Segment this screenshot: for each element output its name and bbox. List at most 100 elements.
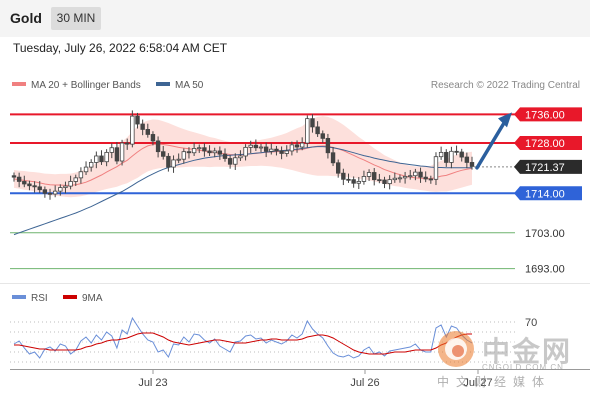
- candle-bearish: [330, 152, 336, 164]
- rsi-ma-line: [14, 332, 472, 355]
- price-badge: [514, 159, 582, 174]
- price-label-1714.00: 1714.00: [514, 186, 582, 201]
- candle-bullish: [392, 177, 398, 181]
- price-label-1728.00: 1728.00: [514, 136, 582, 151]
- candle-bearish: [263, 146, 269, 152]
- timeframe-button[interactable]: 30 MIN: [51, 7, 101, 30]
- candle-bullish: [68, 181, 73, 187]
- candle-bearish: [125, 142, 130, 145]
- candle-bearish: [469, 162, 475, 167]
- price-label-text: 1728.00: [525, 138, 565, 150]
- candle-bullish: [83, 166, 89, 173]
- candle-bearish: [346, 178, 351, 181]
- candle-bullish: [433, 156, 439, 180]
- candle-bullish: [289, 144, 295, 152]
- candle-bearish: [428, 178, 434, 181]
- price-label-1703.00: 1703.00: [525, 228, 565, 240]
- watermark-text: 中金网: [482, 335, 573, 368]
- candle-bearish: [47, 192, 53, 195]
- x-tick-label: Jul 26: [350, 377, 379, 389]
- candle-bearish: [11, 175, 17, 178]
- candle-bearish: [454, 150, 459, 153]
- candle-bullish: [238, 155, 243, 159]
- candle-bearish: [207, 150, 212, 154]
- candle-bearish: [155, 140, 161, 153]
- price-label-text: 1693.00: [525, 264, 565, 276]
- candle-bearish: [423, 176, 428, 180]
- price-label-1721.37: 1721.37: [514, 159, 582, 174]
- legend-ma20-label: MA 20 + Bollinger Bands: [31, 80, 141, 91]
- candle-bullish: [52, 190, 58, 195]
- candle-bullish: [387, 179, 392, 185]
- ma50-line: [13, 146, 472, 236]
- candle-bearish: [294, 144, 300, 148]
- candle-bearish: [135, 115, 140, 125]
- candle-bullish: [212, 150, 217, 154]
- candle-bearish: [418, 171, 423, 178]
- candle-bullish: [58, 187, 63, 192]
- candle-bullish: [191, 148, 197, 154]
- candle-bullish: [88, 162, 94, 168]
- legend-rsi-ma: 9MA: [63, 293, 103, 304]
- price-badge: [514, 107, 582, 122]
- candle-bullish: [73, 177, 78, 182]
- candle-bearish: [222, 153, 228, 159]
- candle-bearish: [459, 151, 464, 158]
- candle-bullish: [119, 142, 125, 162]
- price-badge: [514, 186, 582, 201]
- candle-bullish: [104, 151, 109, 163]
- candle-bearish: [42, 189, 48, 194]
- candle-bullish: [171, 159, 176, 168]
- candle-bearish: [150, 134, 156, 142]
- legend-rsi-label: RSI: [31, 293, 48, 304]
- candle-bearish: [325, 137, 331, 154]
- price-label-text: 1703.00: [525, 228, 565, 240]
- candle-bullish: [130, 115, 135, 145]
- candle-bearish: [227, 158, 233, 165]
- candle-bearish: [99, 155, 104, 163]
- candle-bullish: [408, 175, 413, 178]
- candle-bearish: [310, 118, 315, 128]
- candle-bullish: [269, 148, 274, 152]
- candle-bearish: [377, 179, 382, 182]
- candle-bullish: [284, 150, 289, 154]
- timestamp: Tuesday, July 26, 2022 6:58:04 AM CET: [13, 41, 228, 55]
- rsi-swatch: [12, 295, 26, 300]
- candle-bearish: [27, 183, 32, 187]
- candle-bearish: [186, 151, 192, 154]
- candle-bullish: [248, 144, 253, 148]
- candle-bullish: [243, 146, 248, 157]
- x-tick-label: Jul 23: [138, 377, 167, 389]
- candle-bullish: [197, 147, 202, 150]
- ma50-swatch: [156, 82, 170, 87]
- candle-bullish: [402, 176, 408, 179]
- candle-bearish: [336, 162, 341, 174]
- candle-bullish: [94, 155, 99, 163]
- candle-bearish: [372, 172, 377, 181]
- candle-bearish: [315, 126, 320, 135]
- candle-bullish: [356, 181, 361, 184]
- bollinger-band: [14, 116, 472, 198]
- projection-arrow: [475, 119, 507, 170]
- price-label-1693.00: 1693.00: [525, 264, 565, 276]
- candle-bullish: [438, 151, 444, 158]
- watermark-subtitle: 中文财经媒体: [437, 375, 552, 389]
- projection-arrowhead-icon: [498, 112, 512, 128]
- rsi-ma-swatch: [63, 295, 77, 300]
- candle-bullish: [305, 118, 310, 144]
- candle-bullish: [366, 172, 372, 177]
- candle-bullish: [176, 158, 181, 161]
- candle-bearish: [444, 151, 449, 163]
- candle-bullish: [449, 150, 454, 163]
- symbol-title: Gold: [10, 10, 42, 26]
- candle-bearish: [320, 133, 325, 139]
- legend-rsi: RSI: [12, 293, 48, 304]
- price-label-text: 1721.37: [525, 162, 565, 174]
- candle-bearish: [32, 185, 37, 188]
- candle-bullish: [397, 177, 403, 180]
- candle-bullish: [413, 171, 418, 177]
- candle-bearish: [351, 179, 356, 184]
- rsi-tick-label: 70: [525, 317, 537, 329]
- top-bar: Gold 30 MIN: [0, 0, 590, 37]
